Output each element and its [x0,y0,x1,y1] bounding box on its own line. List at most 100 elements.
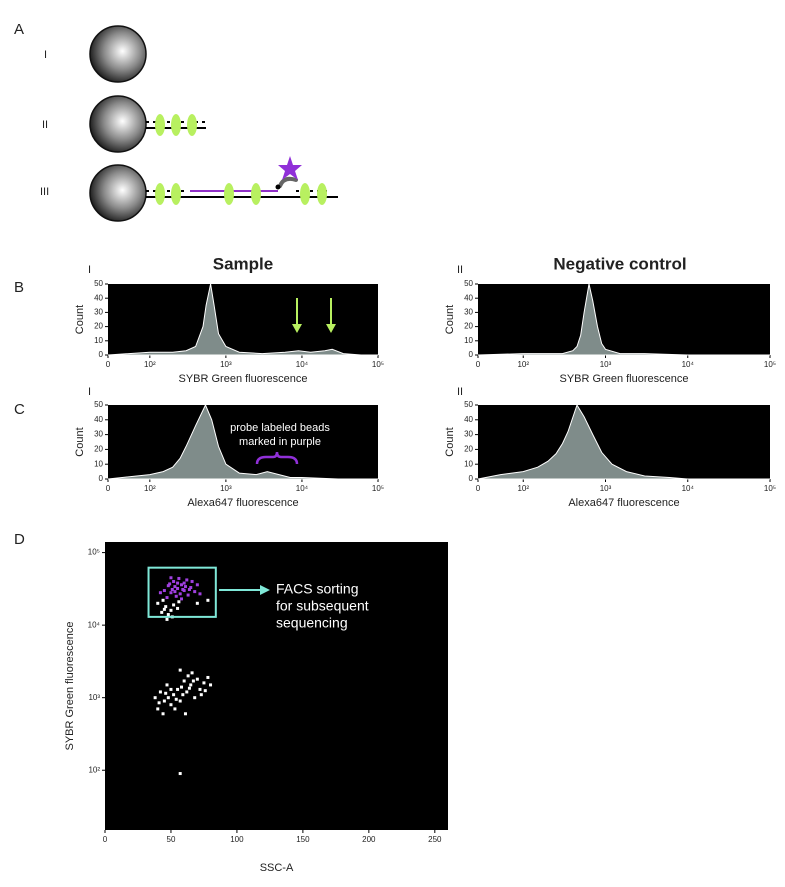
point [169,576,173,580]
point [195,601,199,605]
x-tick-label: 0 [103,835,108,844]
x-tick-label: 150 [296,835,310,844]
plot-area [108,405,378,479]
point [182,679,186,683]
point [165,596,169,600]
y-tick-label: 10² [88,765,100,774]
x-tick-label: 10⁵ [372,484,384,493]
point [193,696,197,700]
sub-label: I [88,264,91,276]
point [164,691,168,695]
point [189,586,193,590]
point [191,679,195,683]
y-tick-label: 50 [94,279,103,288]
y-tick-label: 20 [94,322,103,331]
x-tick-label: 50 [167,835,176,844]
y-axis-label: Count [444,305,456,334]
charts: 0 10² 10³ 10⁴ 10⁵ 0 10 20 30 40 50 SYBR Green fluor… [64,279,776,874]
point [181,693,185,697]
x-tick-label: 10³ [220,360,232,369]
x-tick-label: 100 [230,835,244,844]
plot-area [108,284,378,355]
overlays [219,298,336,595]
plot-area [478,405,770,479]
point [187,686,191,690]
point [185,690,189,694]
point [206,675,210,679]
point [176,606,180,610]
y-axis-label: Count [444,427,456,456]
point [180,583,184,587]
point [173,707,177,711]
point [169,703,173,707]
point [164,605,168,609]
histogram [477,403,770,480]
y-tick-label: 20 [464,322,473,331]
point [158,591,162,595]
point [177,600,181,604]
point [183,712,187,716]
sub-label: II [457,386,463,398]
y-axis-label: SYBR Green fluorescence [64,621,76,750]
annotation: marked in purple [239,436,321,448]
row-label: III [40,186,49,198]
point [203,689,207,693]
point [157,701,161,705]
x-tick-label: 250 [428,835,442,844]
point [181,587,185,591]
y-tick-label: 0 [99,350,104,359]
x-axis-label: SYBR Green fluorescence [178,373,307,385]
annotation: for subsequent [276,598,369,614]
heading: Negative control [553,254,686,273]
annotation: probe labeled beads [230,422,330,434]
panel-label: A [14,21,24,38]
point [172,579,176,583]
y-tick-label: 0 [99,474,104,483]
y-tick-label: 50 [464,279,473,288]
y-tick-label: 20 [94,445,103,454]
point [206,598,210,602]
point [169,591,173,595]
y-tick-label: 30 [464,308,473,317]
x-tick-label: 10² [144,360,156,369]
annotation: FACS sorting [276,581,358,597]
point [195,677,199,681]
y-tick-label: 0 [469,474,474,483]
point [190,579,194,583]
point [189,683,193,687]
point [169,687,173,691]
point [166,584,170,588]
point [198,592,202,596]
point [162,699,166,703]
point [195,583,199,587]
x-tick-label: 10³ [220,484,232,493]
histogram [107,283,378,356]
point [209,683,213,687]
y-tick-label: 10⁵ [88,548,100,557]
y-tick-label: 10 [464,459,473,468]
y-tick-label: 20 [464,445,473,454]
y-tick-label: 10³ [88,693,100,702]
y-tick-label: 40 [94,415,103,424]
point [198,687,202,691]
point [199,693,203,697]
x-tick-label: 0 [106,484,111,493]
y-tick-label: 30 [94,430,103,439]
panel-label: D [14,531,25,548]
point [185,578,189,582]
plot-area [105,542,448,830]
point [168,582,172,586]
point [165,617,169,621]
y-tick-label: 30 [94,308,103,317]
point [176,586,180,590]
point [174,697,178,701]
panel-label: C [14,401,25,418]
point [172,603,176,607]
y-axis-label: Count [74,427,86,456]
point [182,581,186,585]
y-axis-label: Count [74,305,86,334]
x-tick-label: 10⁴ [682,360,695,369]
point [178,699,182,703]
y-tick-label: 10 [464,336,473,345]
